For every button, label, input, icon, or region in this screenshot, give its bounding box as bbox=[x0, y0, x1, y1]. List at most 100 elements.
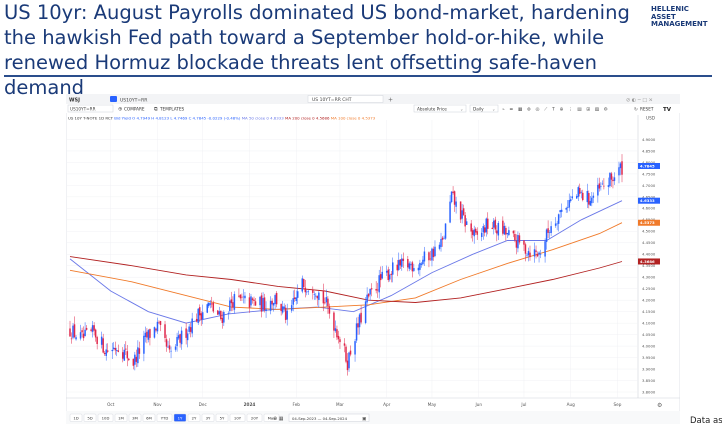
candle-body bbox=[417, 267, 420, 271]
ticker-tab-icon[interactable] bbox=[110, 96, 117, 102]
range-button-2y[interactable]: 2Y bbox=[187, 413, 201, 422]
candle-body bbox=[212, 302, 215, 312]
candle-body bbox=[505, 227, 507, 235]
range-button-5d[interactable]: 5D bbox=[83, 413, 97, 422]
interval-select[interactable] bbox=[469, 104, 499, 113]
range-button-1d[interactable]: 1D bbox=[69, 413, 83, 422]
candle-body bbox=[263, 297, 266, 311]
candle-body bbox=[135, 356, 138, 362]
candle-body bbox=[597, 184, 599, 196]
ticker-input[interactable] bbox=[67, 104, 114, 113]
candle-body bbox=[191, 318, 193, 334]
window-controls-icon[interactable]: ⊘ ◐ ─ □ ✕ bbox=[626, 98, 653, 104]
candle-body bbox=[325, 297, 328, 303]
range-button-bg bbox=[156, 413, 173, 422]
y-tick-label: 4.6500 bbox=[642, 194, 656, 199]
range-button-label: 2Y bbox=[192, 416, 197, 421]
y-tick-label: 4.4500 bbox=[642, 240, 656, 245]
range-button-label: 1Y bbox=[178, 416, 183, 421]
reset-icon[interactable]: ↻ bbox=[634, 108, 638, 113]
x-tick-label: Oct bbox=[107, 402, 115, 407]
date-range-value[interactable]: 04-Sep-2023 — 04-Sep-2024 bbox=[292, 416, 348, 421]
candle-body bbox=[560, 209, 563, 212]
candle-body bbox=[111, 349, 113, 352]
ticker-input-value[interactable]: US10YT=RR bbox=[70, 107, 96, 112]
range-button-3y[interactable]: 3Y bbox=[201, 413, 215, 422]
range-button-10y[interactable]: 10Y bbox=[229, 413, 246, 422]
candle-body bbox=[557, 214, 560, 224]
candle-body bbox=[538, 252, 540, 255]
candle-body bbox=[244, 295, 246, 299]
chart-tab[interactable] bbox=[307, 95, 384, 103]
templates-icon[interactable]: ⧉ bbox=[154, 107, 158, 113]
footnote: Data as of 04 bbox=[690, 416, 722, 426]
candle-body bbox=[618, 167, 620, 176]
y-tick-label: 4.4000 bbox=[642, 252, 656, 257]
range-button-label: 10D bbox=[102, 416, 110, 421]
time-axis: Oct Nov Dec 2024 Feb Mar Apr May Jun Jul Aug Sep bbox=[107, 402, 622, 407]
candle-body bbox=[125, 348, 127, 350]
candle-body bbox=[432, 248, 435, 258]
range-button-bg bbox=[246, 413, 263, 422]
compare-icon[interactable]: ⊕ bbox=[118, 107, 122, 113]
candle-body bbox=[366, 294, 368, 303]
candle-body bbox=[211, 303, 213, 305]
candle-body bbox=[527, 251, 530, 256]
candle-body bbox=[102, 338, 104, 353]
range-button-1y[interactable]: 1Y bbox=[173, 413, 187, 422]
candle-body bbox=[250, 296, 252, 306]
range-button-6m[interactable]: 6M bbox=[142, 413, 156, 422]
interval-value[interactable]: Daily bbox=[473, 107, 484, 112]
range-button-3m[interactable]: 3M bbox=[128, 413, 142, 422]
range-button-label: 10Y bbox=[234, 416, 242, 421]
price-style-select[interactable] bbox=[413, 104, 467, 113]
candle-body bbox=[535, 250, 537, 252]
candle-body bbox=[227, 313, 230, 315]
candle-body bbox=[556, 223, 558, 225]
compare-button[interactable]: COMPARE bbox=[124, 107, 145, 112]
new-tab-icon[interactable]: + bbox=[388, 97, 393, 104]
settings-gear-icon[interactable]: ⚙ bbox=[657, 402, 662, 409]
price-marker-label: 4.5373 bbox=[640, 220, 655, 225]
candle-body bbox=[473, 229, 475, 237]
range-button-1m[interactable]: 1M bbox=[114, 413, 128, 422]
reset-button[interactable]: RESET bbox=[640, 107, 654, 112]
candle-body bbox=[420, 263, 423, 265]
calendar-icon[interactable]: ▣ bbox=[362, 417, 366, 422]
chevron-down-icon[interactable]: ⌄ bbox=[492, 107, 495, 112]
chart-svg: WSJ US10YT=RR US 10YT=RR CHT + ⊘ ◐ ─ □ ✕… bbox=[65, 93, 681, 425]
price-marker-label: 4.6333 bbox=[640, 198, 655, 203]
candle-body bbox=[176, 336, 178, 347]
candle-body bbox=[82, 333, 85, 339]
date-range-input[interactable] bbox=[288, 413, 370, 422]
range-button-ytd[interactable]: YTD bbox=[156, 413, 173, 422]
candle-body bbox=[512, 230, 515, 234]
candle-body bbox=[143, 335, 145, 354]
candle-body bbox=[600, 186, 602, 187]
range-button-5y[interactable]: 5Y bbox=[215, 413, 229, 422]
candle-body bbox=[253, 299, 255, 301]
candle-body bbox=[322, 290, 325, 304]
candle-body bbox=[292, 298, 294, 305]
compare-range-icon[interactable]: ⊕ ▦ bbox=[273, 416, 284, 422]
candle-body bbox=[128, 358, 130, 361]
drawing-tools-icons[interactable]: ⌁ ≡ ▦ ⊗ ◎ ⟋ T ⊕ ⋮ ▤ ⊞ ▨ ⚙ bbox=[502, 107, 609, 113]
price-style-value[interactable]: Absolute Price bbox=[417, 107, 447, 112]
y-tick-label: 4.5000 bbox=[642, 229, 656, 234]
candle-body bbox=[455, 201, 457, 207]
moving-averages bbox=[69, 200, 623, 324]
candle-body bbox=[453, 191, 456, 205]
chart-tab-label[interactable]: US 10YT=RR CHT bbox=[312, 97, 352, 103]
price-marker bbox=[638, 258, 660, 265]
range-button-20y[interactable]: 20Y bbox=[246, 413, 263, 422]
y-tick-label: 4.8000 bbox=[642, 160, 656, 165]
templates-button[interactable]: TEMPLATES bbox=[159, 107, 185, 112]
candle-body bbox=[440, 239, 442, 247]
candle-body bbox=[85, 327, 88, 330]
range-button-10d[interactable]: 10D bbox=[97, 413, 114, 422]
candle-body bbox=[376, 289, 379, 291]
ticker-tab-label[interactable]: US10YT=RR bbox=[120, 98, 147, 104]
candle-body bbox=[438, 244, 441, 249]
range-button-max[interactable]: Max bbox=[263, 413, 280, 422]
chevron-down-icon[interactable]: ⌄ bbox=[460, 107, 463, 112]
